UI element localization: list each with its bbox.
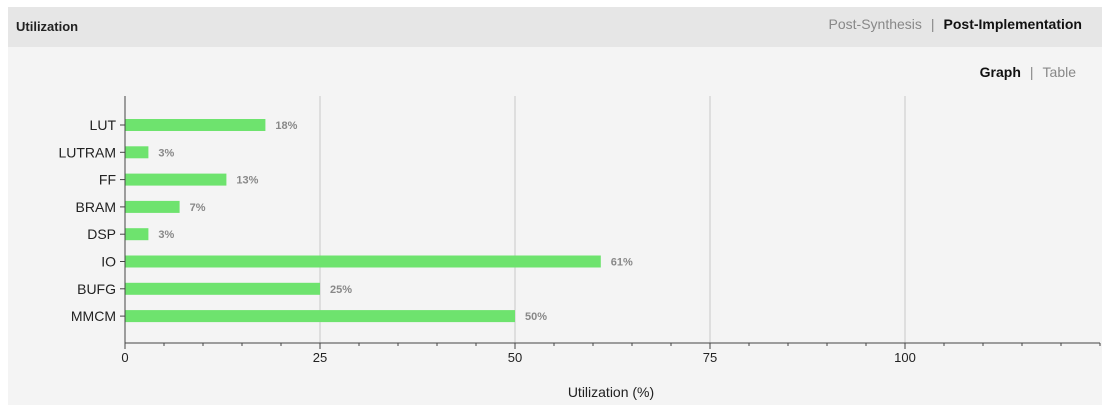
graph-view-link[interactable]: Graph [979, 64, 1021, 80]
tab-post-implementation[interactable]: Post-Implementation [943, 16, 1082, 32]
value-label-bram: 7% [190, 202, 206, 214]
view-toggle: Graph | Table [980, 64, 1076, 80]
value-label-bufg: 25% [330, 284, 352, 296]
bar-mmcm [125, 310, 515, 323]
category-label-bram: BRAM [76, 199, 116, 215]
axis-layer: 0 25 50 75 100 LUT LUTRAM FF BRAM DSP IO BUFG MMCM [58, 96, 1101, 365]
value-label-mmcm: 50% [525, 311, 547, 323]
bar-lutram [125, 146, 149, 159]
bar-io [125, 255, 601, 268]
x-tick-label: 0 [121, 350, 128, 365]
category-label-bufg: BUFG [77, 281, 116, 297]
utilization-panel: Utilization Post-Synthesis | Post-Implemen… [8, 7, 1102, 405]
x-tick-label: 75 [703, 350, 717, 365]
value-label-dsp: 3% [158, 229, 174, 241]
category-label-lut: LUT [90, 117, 117, 133]
x-axis-title: Utilization (%) [568, 384, 654, 400]
view-separator: | [1029, 64, 1034, 80]
value-label-io: 61% [611, 257, 633, 269]
value-label-lutram: 3% [158, 147, 174, 159]
tab-post-synthesis[interactable]: Post-Synthesis [828, 16, 922, 32]
bar-bram [125, 200, 180, 213]
bar-lut [125, 119, 266, 131]
panel-header: Utilization Post-Synthesis | Post-Implemen… [8, 7, 1102, 47]
category-label-lutram: LUTRAM [58, 144, 116, 160]
bar-bufg [125, 282, 320, 295]
table-view-link[interactable]: Table [1042, 64, 1076, 80]
category-label-dsp: DSP [87, 226, 116, 242]
x-tick-label: 50 [508, 350, 522, 365]
bar-layer: 18% 3% 13% 7% 3% 61% 25% 50% [125, 119, 633, 323]
x-tick-label: 25 [313, 350, 327, 365]
x-tick-label: 100 [894, 350, 916, 365]
panel-title: Utilization [16, 19, 79, 34]
tab-separator: | [930, 16, 935, 32]
category-label-ff: FF [99, 172, 116, 188]
value-label-ff: 13% [236, 175, 258, 187]
grid-layer [319, 96, 906, 343]
implementation-stage-tabs: Post-Synthesis | Post-Implementation [829, 16, 1082, 32]
value-label-lut: 18% [275, 120, 297, 132]
category-label-io: IO [101, 254, 116, 270]
bar-ff [125, 173, 227, 186]
bar-dsp [125, 228, 149, 241]
category-label-mmcm: MMCM [71, 308, 116, 324]
